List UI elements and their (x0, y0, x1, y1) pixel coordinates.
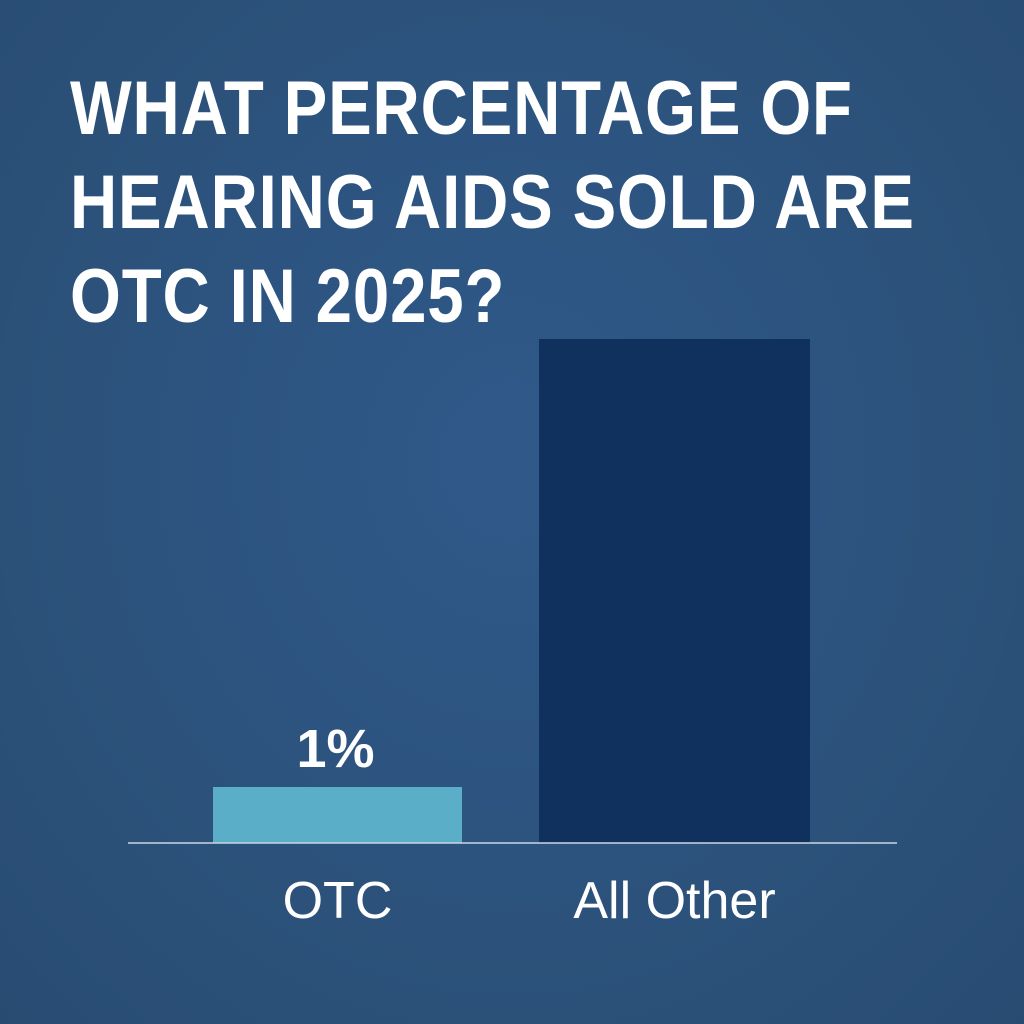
title-line-2: HEARING AIDS SOLD ARE (70, 160, 915, 245)
title-line-1: WHAT PERCENTAGE OF (70, 66, 853, 151)
labels-group: OTC 1% All Other (283, 719, 776, 930)
chart-title: WHAT PERCENTAGE OF HEARING AIDS SOLD ARE… (70, 62, 915, 344)
data-label-otc: 1% (296, 719, 374, 779)
title-line-3: OTC IN 2025? (70, 254, 506, 339)
bars-group (213, 339, 810, 843)
bar-otc (213, 787, 462, 843)
category-label-otc: OTC (283, 872, 393, 930)
category-label-all-other: All Other (573, 872, 775, 930)
bar-all-other (539, 339, 810, 843)
